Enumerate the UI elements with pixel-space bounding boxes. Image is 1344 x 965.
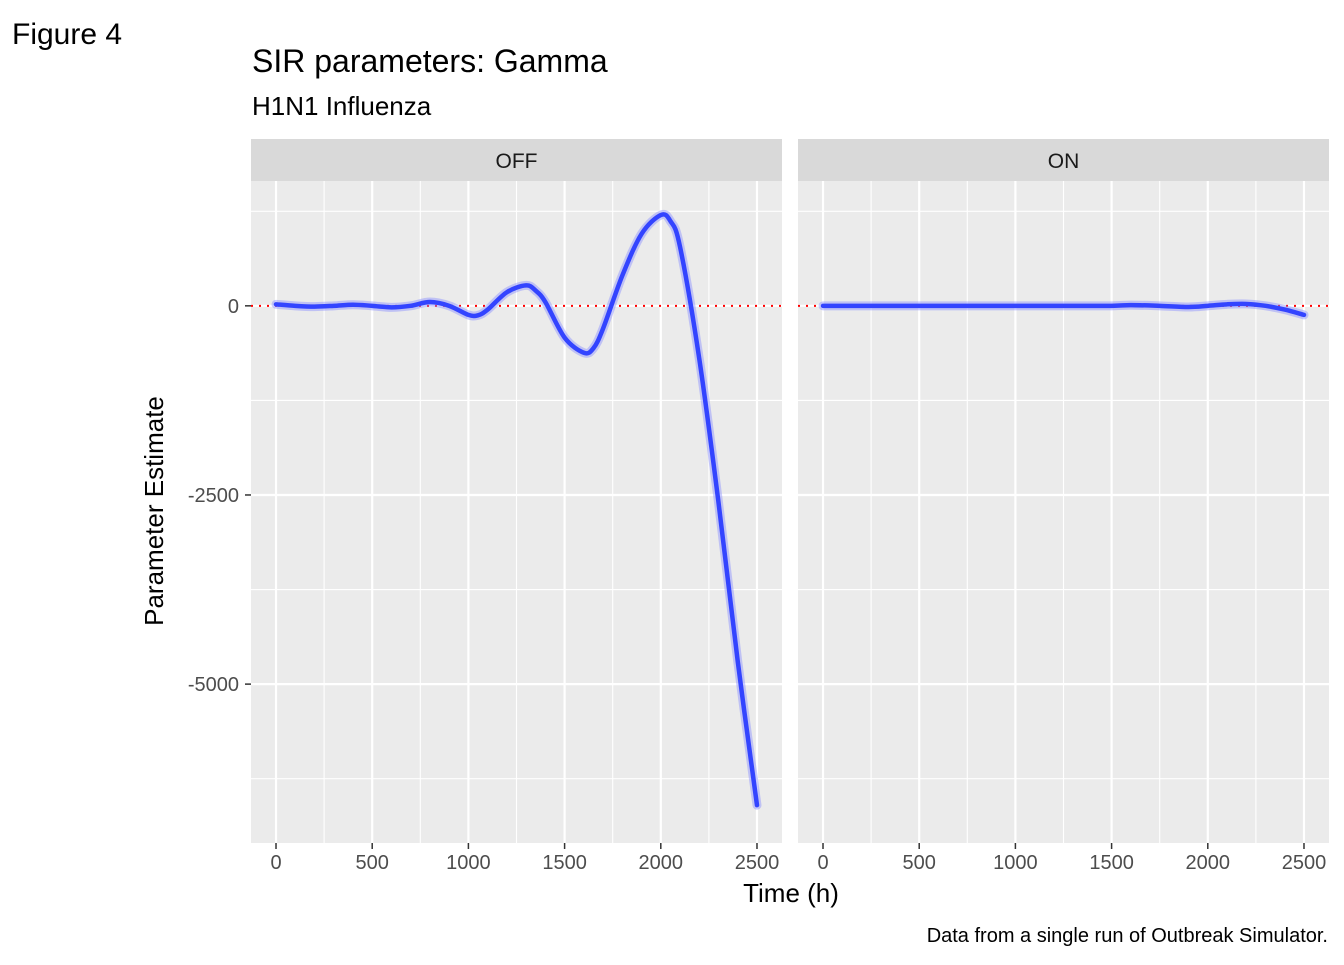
x-tick-label: 1000 [446, 852, 491, 874]
panels-group: OFF 0 500 1000 1500 2000 2500 ON 0 500 1000 1500 200… [251, 139, 1329, 874]
x-tick-label: 0 [270, 852, 281, 874]
x-tick-label: 2000 [639, 852, 684, 874]
x-tick-label: 0 [817, 852, 828, 874]
x-tick-label: 500 [356, 852, 389, 874]
y-tick-label: -5000 [188, 674, 239, 696]
facet-strip-label: ON [1048, 150, 1080, 173]
series-line [820, 301, 1307, 318]
x-tick-label: 500 [903, 852, 936, 874]
y-tick-label: -2500 [188, 485, 239, 507]
x-tick-label: 1500 [542, 852, 587, 874]
x-tick-label: 2500 [735, 852, 780, 874]
y-tick-label: 0 [228, 296, 239, 318]
x-tick-label: 1000 [993, 852, 1038, 874]
y-axis-label: Parameter Estimate [139, 396, 169, 626]
x-tick-label: 1500 [1089, 852, 1134, 874]
chart-subtitle: H1N1 Influenza [252, 91, 432, 121]
y-axis: 0 -2500 -5000 [188, 296, 251, 696]
x-tick-label: 2500 [1282, 852, 1327, 874]
facet-strip [251, 139, 782, 181]
series-line [273, 212, 760, 808]
chart-title: SIR parameters: Gamma [252, 43, 608, 79]
figure-label: Figure 4 [12, 18, 122, 51]
facet-strip-label: OFF [496, 150, 538, 173]
chart-caption: Data from a single run of Outbreak Simul… [927, 925, 1328, 947]
x-tick-label: 2000 [1186, 852, 1231, 874]
facet-strip [798, 139, 1329, 181]
x-axis-label: Time (h) [743, 878, 839, 908]
panel-off: OFF 0 500 1000 1500 2000 2500 [251, 139, 782, 874]
panel-on: ON 0 500 1000 1500 2000 2500 [798, 139, 1329, 874]
